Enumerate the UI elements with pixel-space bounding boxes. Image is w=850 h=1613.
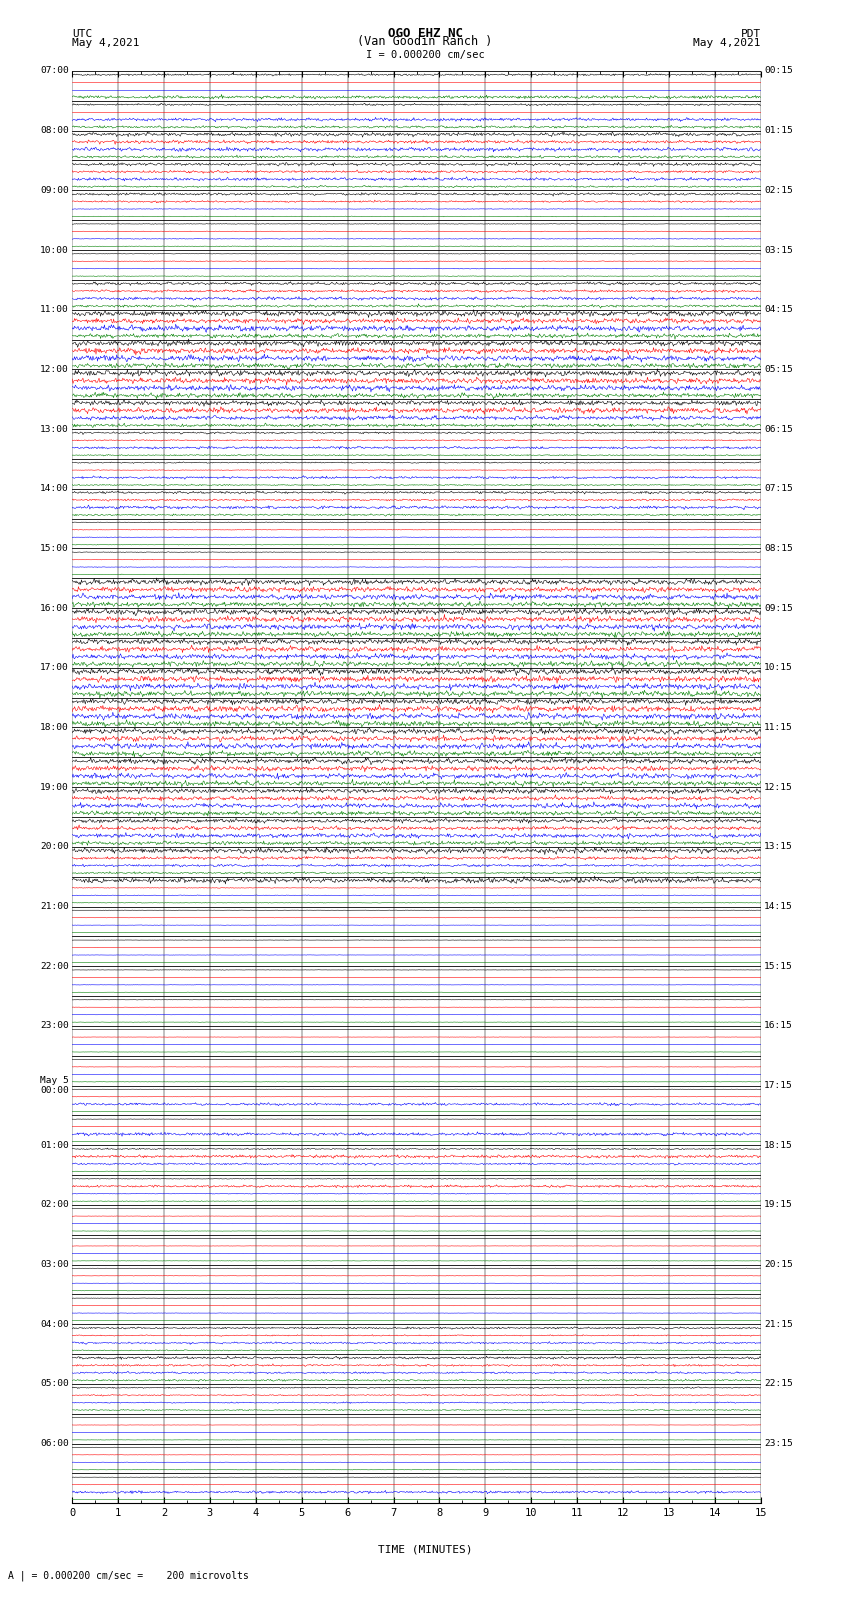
Text: May 4,2021: May 4,2021 [694, 39, 761, 48]
Text: May 5
00:00: May 5 00:00 [40, 1076, 69, 1095]
Text: 14:15: 14:15 [764, 902, 793, 911]
Text: 03:15: 03:15 [764, 245, 793, 255]
Text: 04:15: 04:15 [764, 305, 793, 315]
Text: 15:15: 15:15 [764, 961, 793, 971]
Text: 23:15: 23:15 [764, 1439, 793, 1448]
Text: 11:15: 11:15 [764, 723, 793, 732]
Text: 07:15: 07:15 [764, 484, 793, 494]
Text: 20:00: 20:00 [40, 842, 69, 852]
Text: 12:00: 12:00 [40, 365, 69, 374]
Text: 00:15: 00:15 [764, 66, 793, 76]
Text: 23:00: 23:00 [40, 1021, 69, 1031]
Text: 16:15: 16:15 [764, 1021, 793, 1031]
Text: TIME (MINUTES): TIME (MINUTES) [377, 1545, 473, 1555]
Text: 11:00: 11:00 [40, 305, 69, 315]
Text: 17:15: 17:15 [764, 1081, 793, 1090]
Text: 16:00: 16:00 [40, 603, 69, 613]
Text: 21:00: 21:00 [40, 902, 69, 911]
Text: 19:00: 19:00 [40, 782, 69, 792]
Text: 05:00: 05:00 [40, 1379, 69, 1389]
Text: 02:00: 02:00 [40, 1200, 69, 1210]
Text: 08:15: 08:15 [764, 544, 793, 553]
Text: UTC: UTC [72, 29, 93, 39]
Text: 10:00: 10:00 [40, 245, 69, 255]
Text: (Van Goodin Ranch ): (Van Goodin Ranch ) [357, 35, 493, 48]
Text: 12:15: 12:15 [764, 782, 793, 792]
Text: OGO EHZ NC: OGO EHZ NC [388, 27, 462, 40]
Text: 20:15: 20:15 [764, 1260, 793, 1269]
Text: May 4,2021: May 4,2021 [72, 39, 139, 48]
Text: 04:00: 04:00 [40, 1319, 69, 1329]
Text: 19:15: 19:15 [764, 1200, 793, 1210]
Text: 22:00: 22:00 [40, 961, 69, 971]
Text: 02:15: 02:15 [764, 185, 793, 195]
Text: 13:15: 13:15 [764, 842, 793, 852]
Text: 15:00: 15:00 [40, 544, 69, 553]
Text: 18:00: 18:00 [40, 723, 69, 732]
Text: 21:15: 21:15 [764, 1319, 793, 1329]
Text: 01:15: 01:15 [764, 126, 793, 135]
Text: 10:15: 10:15 [764, 663, 793, 673]
Text: A | = 0.000200 cm/sec =    200 microvolts: A | = 0.000200 cm/sec = 200 microvolts [8, 1569, 249, 1581]
Text: 22:15: 22:15 [764, 1379, 793, 1389]
Text: 09:00: 09:00 [40, 185, 69, 195]
Text: 13:00: 13:00 [40, 424, 69, 434]
Text: 17:00: 17:00 [40, 663, 69, 673]
Text: PDT: PDT [740, 29, 761, 39]
Text: 18:15: 18:15 [764, 1140, 793, 1150]
Text: 03:00: 03:00 [40, 1260, 69, 1269]
Text: 07:00: 07:00 [40, 66, 69, 76]
Text: 09:15: 09:15 [764, 603, 793, 613]
Text: 05:15: 05:15 [764, 365, 793, 374]
Text: 06:15: 06:15 [764, 424, 793, 434]
Text: 14:00: 14:00 [40, 484, 69, 494]
Text: I = 0.000200 cm/sec: I = 0.000200 cm/sec [366, 50, 484, 60]
Text: 06:00: 06:00 [40, 1439, 69, 1448]
Text: 01:00: 01:00 [40, 1140, 69, 1150]
Text: 08:00: 08:00 [40, 126, 69, 135]
